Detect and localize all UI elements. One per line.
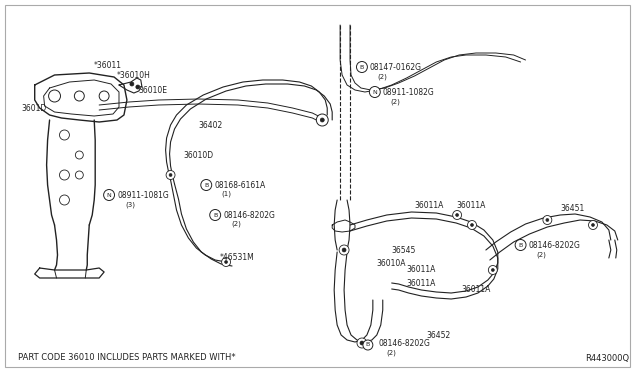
Circle shape (74, 91, 84, 101)
Circle shape (452, 211, 461, 219)
Text: 36011A: 36011A (415, 201, 444, 209)
Circle shape (225, 260, 228, 263)
Circle shape (456, 214, 459, 217)
Text: 08146-8202G: 08146-8202G (529, 241, 580, 250)
Text: PART CODE 36010 INCLUDES PARTS MARKED WITH*: PART CODE 36010 INCLUDES PARTS MARKED WI… (18, 353, 236, 362)
Text: 36545: 36545 (392, 246, 416, 254)
Text: (2): (2) (536, 252, 547, 258)
Text: 36402: 36402 (198, 121, 223, 129)
Circle shape (316, 114, 328, 126)
Text: 36011A: 36011A (456, 201, 486, 209)
Circle shape (76, 151, 83, 159)
Text: 36011A: 36011A (406, 266, 436, 275)
Text: B: B (204, 183, 209, 187)
Circle shape (320, 118, 324, 122)
Circle shape (130, 82, 134, 86)
Text: (2): (2) (378, 74, 388, 80)
Text: 08146-8202G: 08146-8202G (379, 339, 431, 347)
Text: B: B (360, 64, 364, 70)
Text: (2): (2) (231, 221, 241, 227)
Circle shape (360, 341, 364, 345)
Text: 36452: 36452 (426, 330, 451, 340)
Circle shape (49, 90, 61, 102)
Text: 08911-1082G: 08911-1082G (383, 87, 435, 96)
Circle shape (543, 215, 552, 224)
Text: (1): (1) (221, 191, 231, 197)
Text: *46531M: *46531M (220, 253, 255, 263)
Circle shape (104, 189, 115, 201)
Circle shape (363, 340, 373, 350)
Text: B: B (213, 212, 218, 218)
Text: 08911-1081G: 08911-1081G (117, 190, 169, 199)
Circle shape (356, 61, 367, 73)
Circle shape (221, 257, 230, 266)
Text: R443000Q: R443000Q (585, 353, 629, 362)
Circle shape (470, 224, 474, 227)
Circle shape (169, 173, 172, 176)
Circle shape (492, 269, 494, 272)
Circle shape (468, 221, 476, 230)
Text: 08146-8202G: 08146-8202G (223, 211, 275, 219)
Text: (2): (2) (387, 350, 397, 356)
Circle shape (60, 195, 69, 205)
Circle shape (60, 170, 69, 180)
Circle shape (99, 91, 109, 101)
Circle shape (342, 248, 346, 252)
Text: N: N (107, 192, 111, 198)
Circle shape (76, 171, 83, 179)
Text: N: N (372, 90, 377, 94)
Text: (2): (2) (390, 99, 401, 105)
Circle shape (339, 245, 349, 255)
Circle shape (488, 266, 497, 275)
Circle shape (210, 209, 221, 221)
Text: 36010A: 36010A (377, 259, 406, 267)
Text: 08147-0162G: 08147-0162G (370, 62, 422, 71)
Text: 36010D: 36010D (184, 151, 214, 160)
Circle shape (136, 85, 140, 89)
Text: 08168-6161A: 08168-6161A (214, 180, 266, 189)
Text: 36010E: 36010E (139, 86, 168, 94)
Circle shape (369, 87, 380, 97)
Text: 3601D: 3601D (22, 103, 47, 112)
Circle shape (546, 218, 549, 221)
Text: 36011A: 36011A (461, 285, 490, 295)
Circle shape (589, 221, 597, 230)
Circle shape (60, 130, 69, 140)
Text: (3): (3) (125, 202, 135, 208)
Text: 36011A: 36011A (406, 279, 436, 288)
Text: B: B (365, 343, 370, 347)
Circle shape (515, 240, 526, 250)
Circle shape (201, 180, 212, 190)
Text: *36010H: *36010H (117, 71, 151, 80)
Text: 36451: 36451 (560, 203, 584, 212)
Circle shape (357, 338, 367, 348)
Circle shape (591, 224, 595, 227)
Circle shape (166, 170, 175, 180)
Text: B: B (518, 243, 523, 247)
Text: *36011: *36011 (94, 61, 122, 70)
